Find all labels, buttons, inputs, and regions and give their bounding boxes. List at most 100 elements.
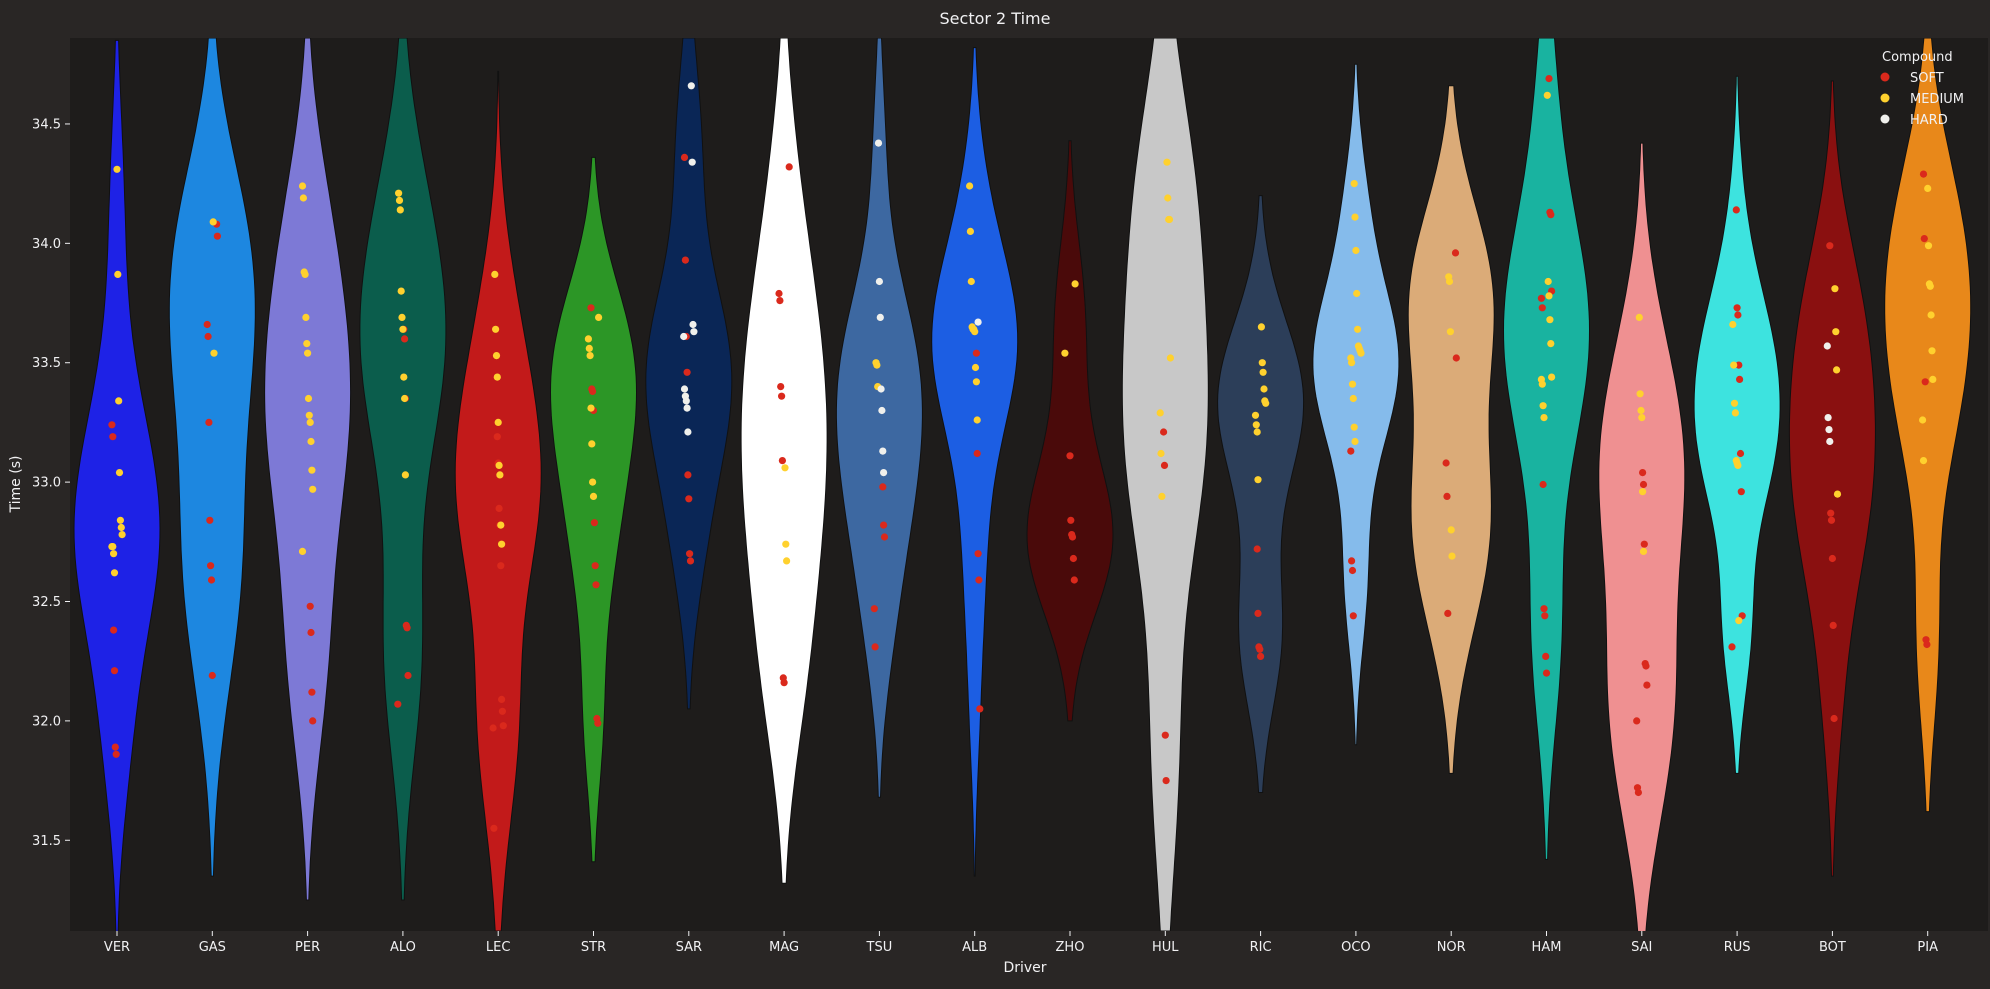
point-oco-medium — [1357, 349, 1365, 357]
point-sai-soft — [1639, 469, 1647, 477]
point-sai-soft — [1633, 717, 1641, 725]
point-ham-soft — [1539, 480, 1547, 489]
point-sar-hard — [680, 385, 689, 393]
x-tick-label: SAI — [1631, 940, 1652, 955]
legend-marker-soft — [1880, 72, 1890, 82]
point-alo-medium — [396, 206, 404, 214]
point-gas-soft — [207, 562, 215, 570]
point-ham-soft — [1542, 669, 1551, 677]
point-rus-soft — [1734, 311, 1742, 319]
point-hul-soft — [1160, 428, 1168, 436]
violin-sai — [1598, 142, 1686, 931]
point-bot-soft — [1829, 621, 1837, 630]
point-hul-medium — [1166, 354, 1174, 362]
point-lec-soft — [489, 724, 497, 732]
point-sai-soft — [1642, 662, 1650, 670]
point-oco-medium — [1352, 246, 1360, 255]
point-mag-soft — [778, 392, 786, 400]
point-ham-soft — [1541, 612, 1549, 620]
point-ric-soft — [1253, 545, 1261, 553]
point-rus-medium — [1734, 461, 1742, 469]
point-alo-soft — [404, 671, 412, 680]
y-tick-label: 33.5 — [32, 356, 61, 371]
point-ham-medium — [1539, 402, 1547, 410]
violin-alb — [931, 47, 1019, 877]
point-str-soft — [590, 519, 599, 527]
point-alb-hard — [974, 318, 982, 326]
point-ham-soft — [1545, 75, 1553, 83]
point-per-soft — [308, 688, 316, 696]
point-rus-medium — [1731, 409, 1739, 417]
violin-gas — [168, 38, 256, 877]
x-tick-label: SAR — [676, 940, 702, 955]
point-ham-medium — [1540, 414, 1548, 422]
legend-title: Compound — [1882, 50, 1953, 65]
point-gas-soft — [205, 418, 213, 426]
point-oco-medium — [1350, 180, 1358, 188]
point-per-medium — [307, 437, 315, 446]
point-per-medium — [305, 411, 313, 419]
point-str-medium — [585, 344, 593, 352]
point-ver-medium — [115, 469, 124, 477]
point-ric-soft — [1257, 652, 1265, 661]
point-tsu-hard — [877, 385, 885, 393]
point-hul-medium — [1164, 194, 1172, 202]
point-nor-soft — [1444, 609, 1452, 618]
point-mag-medium — [781, 464, 789, 472]
point-rus-medium — [1729, 320, 1737, 329]
point-str-medium — [595, 313, 603, 321]
point-str-medium — [586, 352, 594, 360]
point-tsu-soft — [870, 605, 878, 613]
point-rus-soft — [1733, 304, 1741, 312]
point-mag-soft — [777, 383, 785, 391]
point-per-medium — [298, 547, 307, 556]
point-ric-medium — [1260, 385, 1268, 393]
point-oco-soft — [1347, 447, 1355, 455]
point-hul-medium — [1163, 158, 1171, 166]
point-str-soft — [592, 581, 600, 589]
y-tick-label: 33.0 — [32, 476, 61, 491]
point-sai-medium — [1635, 313, 1643, 321]
point-nor-medium — [1446, 328, 1454, 336]
point-pia-soft — [1923, 640, 1931, 649]
point-alb-medium — [972, 378, 981, 386]
point-oco-medium — [1350, 423, 1358, 431]
y-axis-label: Time (s) — [8, 456, 24, 514]
point-ric-medium — [1254, 476, 1262, 484]
point-str-medium — [589, 478, 597, 486]
point-alb-medium — [971, 363, 980, 372]
point-sai-medium — [1639, 488, 1647, 496]
point-ham-medium — [1548, 373, 1556, 381]
point-sar-soft — [683, 368, 691, 376]
point-ver-medium — [114, 270, 122, 278]
point-pia-soft — [1921, 378, 1929, 386]
point-alo-soft — [394, 700, 402, 708]
point-bot-hard — [1824, 414, 1832, 422]
point-str-soft — [594, 719, 602, 727]
point-per-medium — [304, 394, 313, 403]
point-pia-medium — [1919, 457, 1928, 465]
y-tick-label: 34.0 — [32, 237, 61, 252]
violin-per — [264, 38, 352, 901]
point-tsu-hard — [880, 469, 888, 477]
legend-label-soft: SOFT — [1910, 71, 1944, 86]
point-lec-soft — [490, 824, 498, 832]
point-tsu-hard — [876, 313, 884, 321]
point-alb-medium — [973, 416, 981, 424]
point-nor-soft — [1442, 459, 1450, 467]
point-tsu-medium — [873, 361, 881, 369]
point-ham-soft — [1540, 605, 1548, 613]
y-tick-label: 32.0 — [32, 714, 61, 729]
violin-bot — [1788, 80, 1876, 877]
point-ric-medium — [1262, 399, 1270, 407]
point-sai-soft — [1639, 480, 1648, 489]
point-bot-soft — [1827, 509, 1835, 517]
violin-ham — [1502, 38, 1591, 860]
point-pia-medium — [1919, 416, 1927, 424]
data-points — [108, 75, 1937, 832]
point-str-medium — [584, 335, 593, 343]
point-sar-hard — [687, 82, 695, 90]
point-oco-medium — [1348, 359, 1356, 367]
point-lec-soft — [498, 707, 506, 715]
